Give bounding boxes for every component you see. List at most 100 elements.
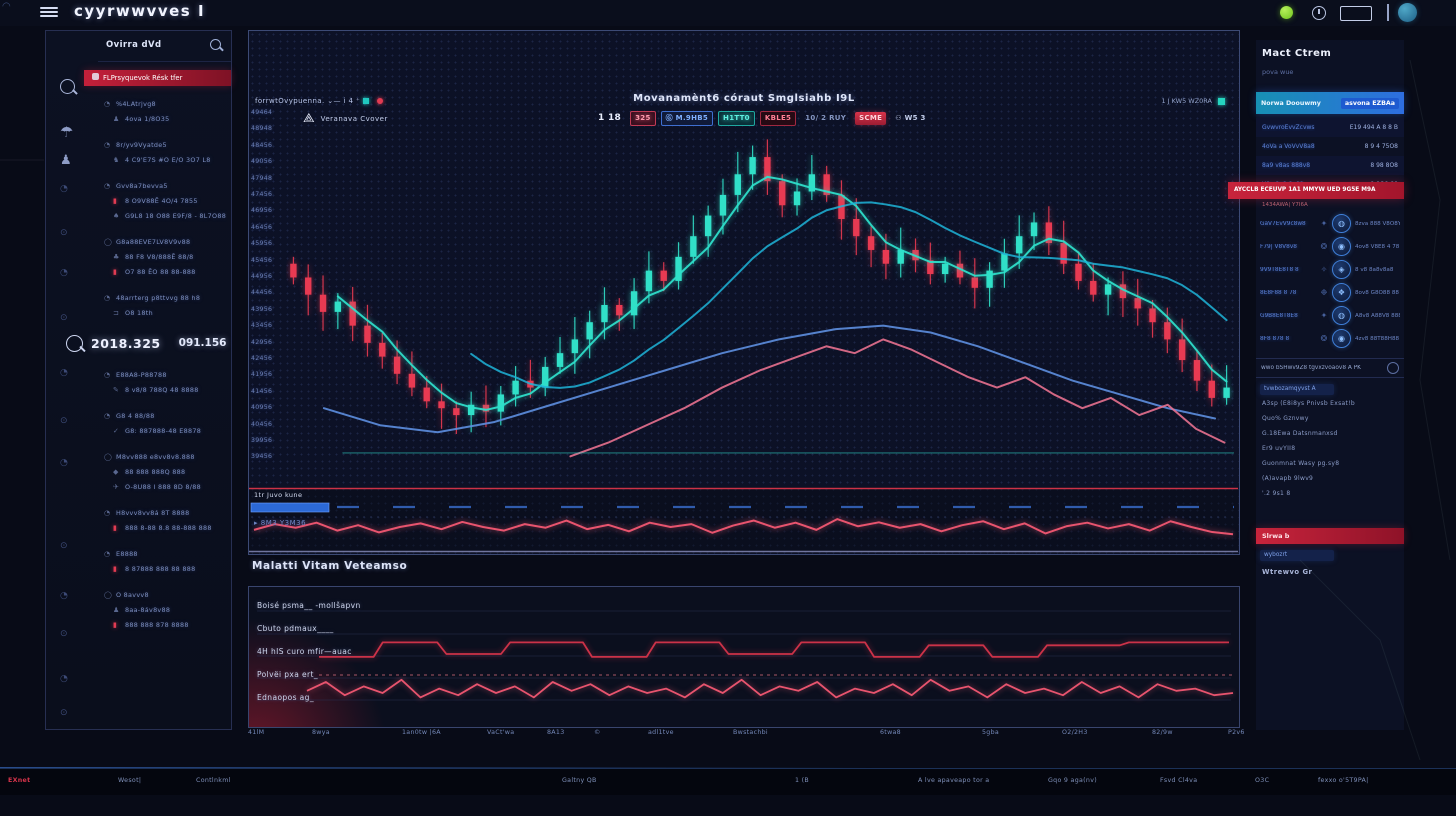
status-item[interactable]: EXnet	[8, 777, 31, 784]
ticker-price: 2018.325	[91, 335, 161, 351]
rail-dot-icon[interactable]: ◔	[60, 268, 68, 278]
search-icon[interactable]	[210, 39, 221, 50]
list-item[interactable]: ◔ %4LAtrjvg8	[104, 96, 227, 111]
circle-icon[interactable]	[1387, 362, 1399, 374]
status-item[interactable]: Fsvd Cl4va	[1160, 777, 1198, 784]
rail-dot-icon[interactable]: ◔	[60, 458, 68, 468]
rail-dot-icon[interactable]: ◔	[60, 184, 68, 194]
list-item[interactable]: ◯ G8a88EVE7LV8V9v88	[104, 234, 227, 249]
status-item[interactable]: Galtny QB	[562, 777, 597, 784]
time-label: 41lM	[248, 729, 265, 736]
info-line: '.2 9s1 8	[1262, 490, 1291, 497]
toolbar-badge-6[interactable]: SCME	[855, 112, 887, 125]
status-item[interactable]: Gqo 9 aga(nv)	[1048, 777, 1097, 784]
list-item[interactable]: ▮ O7 88 ĒO 88 88-888	[104, 264, 227, 279]
filter-pill-2[interactable]: wybozrt	[1260, 550, 1334, 561]
coin-row[interactable]: F79| V8V8v8 ❂ ◉ 4ov8 V8E8 4 78	[1256, 235, 1404, 258]
avatar[interactable]	[1398, 3, 1417, 22]
volume-indicator-panel[interactable]: Boisé psma__ -mollšapvn Cbuto pdmaux____ 4…	[248, 586, 1240, 728]
alert-banner[interactable]: AYCCLB ECEUVP 1A1 MMYW UED 9G5E M9A	[1228, 182, 1404, 199]
coin-row[interactable]: 8F8 878 8 ❂ ◉ 4zv8 88T88H88	[1256, 327, 1404, 350]
list-item[interactable]: ◔ E88A8-P88788	[104, 367, 227, 382]
list-item[interactable]: ♣ 88 F8 V8/888Ē 88/8	[104, 249, 227, 264]
list-item[interactable]: ♟ 4ova 1/8O35	[104, 111, 227, 126]
list-item[interactable]: ♞ 4 C9'E7S #O E/O 3O7 L8	[104, 152, 227, 167]
toolbar-badge-3[interactable]: H1TT0	[718, 111, 755, 126]
toolbar-badge-7[interactable]: ⚇ W5 3	[895, 114, 926, 122]
list-item[interactable]: ♟ 8aa-8áv8v88	[104, 602, 227, 617]
rail-dot-icon[interactable]: ◔	[60, 368, 68, 378]
list-item[interactable]: ▮ 888 888 878 8888	[104, 617, 227, 632]
coin-row[interactable]: G9B8E8T8E8 ✦ ◍ A8v8 A88V8 888	[1256, 304, 1404, 327]
item-label: 48arrterg p8ttvvg 88 h8	[116, 293, 201, 302]
item-icon: ◔	[104, 508, 111, 517]
list-item[interactable]: ✎ 8 v8/8 788Q 48 8888	[104, 382, 227, 397]
rail-dot-icon[interactable]: ⊙	[60, 708, 68, 718]
list-item[interactable]: ▮ 8 87888 888 88 888	[104, 561, 227, 576]
rail-dot-icon[interactable]: ⊙	[60, 416, 68, 426]
rail-dot-icon[interactable]: ◔	[60, 591, 68, 601]
status-item[interactable]: fexxo o'5T9PA|	[1318, 777, 1369, 784]
coin-symbol: 9V9T8E8T8 8	[1260, 266, 1299, 273]
watchlist-group: ◔ 48arrterg p8ttvvg 88 h8 ⊐ O8 18th	[104, 290, 227, 320]
market-summary-header[interactable]: Norwa Doouwmy asvona EZBAa	[1256, 92, 1404, 114]
coin-row[interactable]: 9V9T8E8T8 8 ✧ ◈ 8 v8 8a8v8a8	[1256, 258, 1404, 281]
rail-dot-icon[interactable]: ⊙	[60, 228, 68, 238]
price-ticker[interactable]: 2018.325 091.156	[64, 331, 231, 355]
teal-marker-icon	[363, 98, 370, 104]
rail-dot-icon[interactable]: ⊙	[60, 541, 68, 551]
person-icon[interactable]: ♟	[60, 153, 72, 168]
status-item[interactable]: 1 (B	[795, 777, 809, 784]
stat-row[interactable]: 8a9 v8as 888v8 8 98 8O8	[1256, 156, 1404, 175]
toolbar-badge-1[interactable]: 325	[630, 111, 656, 126]
toolbar-badge-4[interactable]: KBLE5	[759, 111, 797, 126]
list-item[interactable]: ◔ H8vvv8vv8á 8T 8888	[104, 505, 227, 520]
window-icon[interactable]	[1340, 6, 1372, 21]
status-item[interactable]: A lve apaveapo tor a	[918, 777, 990, 784]
toolbar-badge-0[interactable]: 1 18	[598, 113, 622, 123]
list-item[interactable]: ◆ 88 888 888Q 888	[104, 464, 227, 479]
symbol-brand[interactable]: ⟁ Veranava Cvover	[303, 111, 388, 126]
list-item[interactable]: ◯ O 8avvv8	[104, 587, 227, 602]
alert-banner-secondary[interactable]: Slrwa b	[1256, 528, 1404, 544]
list-item[interactable]: ◔ E8888	[104, 546, 227, 561]
rail-dot-icon[interactable]: ◔	[60, 674, 68, 684]
list-item[interactable]: ◯ M8vv888 e8vv8v8.888	[104, 449, 227, 464]
status-item[interactable]: O3C	[1255, 777, 1270, 784]
watchlist-active-item[interactable]: FLPrsyquevok Résk tfer	[84, 70, 231, 86]
list-item[interactable]: ⊐ O8 18th	[104, 305, 227, 320]
toolbar-badge-2[interactable]: Ⓖ M.9HB5	[660, 111, 714, 126]
candlestick-plot[interactable]	[286, 109, 1235, 489]
list-item[interactable]: ▮ 888 8-88 8.8 88-888 888	[104, 520, 227, 535]
stat-row[interactable]: 4oVa a VoVvV8a8 8 9 4 75O8	[1256, 137, 1404, 156]
coin-mini-icon: ❉	[1320, 288, 1328, 297]
item-label: M8vv888 e8vv8v8.888	[116, 452, 195, 461]
clock-icon[interactable]	[1312, 6, 1326, 20]
list-item[interactable]: ▮ 8 O9V88Ē 4O/4 7855	[104, 193, 227, 208]
coin-icon: ◍	[1332, 214, 1351, 233]
loupe-icon[interactable]	[60, 79, 75, 94]
menu-icon[interactable]	[40, 5, 58, 19]
umbrella-icon[interactable]: ☂	[60, 123, 74, 141]
list-item[interactable]: ◔ Gvv8a7bevva5	[104, 178, 227, 193]
coin-row[interactable]: 8E8F88 8 78 ❉ ❖ 8ov8 G8O88 88 L8	[1256, 281, 1404, 304]
coin-mini-icon: ❂	[1320, 242, 1328, 251]
oscillator-strip[interactable]: 1tr Juvo kune ▸ 8M3 Y3M36	[249, 487, 1238, 553]
coin-row[interactable]: GaV7EvV9c8w8 ✦ ◍ 8zva 888 V8O8Y8	[1256, 212, 1404, 235]
stat-row[interactable]: GvwvroEvvZcvws E19 494 A 8 8 B	[1256, 118, 1404, 137]
list-item[interactable]: ♠ G9L8 18 O88 E9F/8 - 8L7O88	[104, 208, 227, 223]
rail-dot-icon[interactable]: ⊙	[60, 629, 68, 639]
list-item[interactable]: ◔ 48arrterg p8ttvvg 88 h8	[104, 290, 227, 305]
corner-glyph: ◠	[2, 1, 11, 12]
status-item[interactable]: Wesot|	[118, 777, 142, 784]
toolbar-badge-5[interactable]: 10/ 2 RUY	[805, 114, 847, 122]
alert-badge-icon	[92, 73, 99, 80]
rail-dot-icon[interactable]: ⊙	[60, 313, 68, 323]
watchlist-group: ◔ H8vvv8vv8á 8T 8888 ▮ 888 8-88 8.8 88-888 …	[104, 505, 227, 535]
list-item[interactable]: ✓ G8: 887888-48 E8878	[104, 423, 227, 438]
list-item[interactable]: ◔ G8 4 88/88	[104, 408, 227, 423]
filter-pill[interactable]: tvwbozamqyvst A	[1260, 384, 1334, 395]
status-item[interactable]: Contlnkml	[196, 777, 231, 784]
list-item[interactable]: ◔ 8r/yv9Vyatde5	[104, 137, 227, 152]
list-item[interactable]: ✈ O-8U88 I 888 8D 8/88	[104, 479, 227, 494]
